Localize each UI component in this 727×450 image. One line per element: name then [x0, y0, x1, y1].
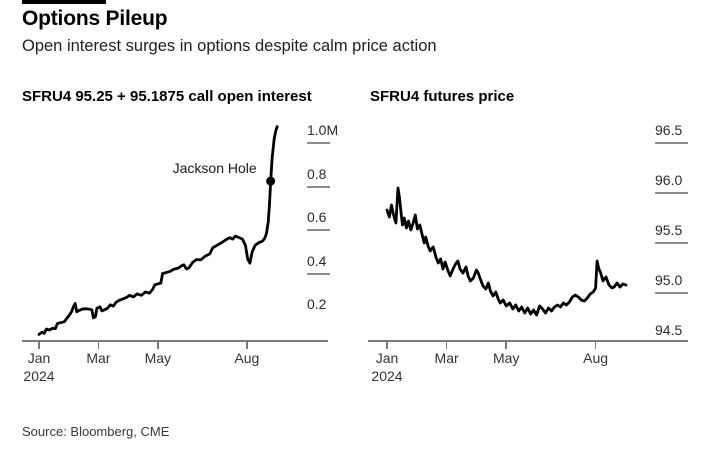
page-subtitle: Open interest surges in options despite … — [22, 37, 437, 55]
futures-price-line — [385, 186, 628, 317]
x-tick-label: Jan — [375, 350, 399, 366]
x-axis-line — [368, 340, 688, 342]
x-tick-mark — [97, 342, 100, 349]
open-interest-chart — [37, 125, 279, 336]
x-tick-mark — [157, 342, 159, 349]
open-interest-line — [37, 125, 279, 336]
top-accent-rule — [22, 0, 106, 4]
y-tick-line — [655, 242, 688, 244]
annotation-marker-dot — [266, 176, 276, 186]
y-tick-label: 1.0M — [307, 122, 339, 138]
x-tick-mark — [386, 342, 388, 349]
x-axis-line — [22, 340, 328, 342]
y-tick-label: 0.6 — [307, 209, 327, 225]
x-tick-mark — [246, 342, 248, 349]
x-tick-mark — [594, 342, 597, 349]
y-tick-label: 0.8 — [307, 165, 327, 182]
page-title: Options Pileup — [22, 7, 168, 30]
futures-price-chart — [385, 186, 628, 317]
x-tick-label: Aug — [234, 350, 260, 366]
y-tick-label: 96.0 — [655, 172, 683, 188]
annotation-label: Jackson Hole — [172, 160, 257, 177]
x-tick-label: May — [492, 350, 520, 366]
y-tick-label: 0.2 — [307, 296, 327, 312]
x-tick-mark — [38, 342, 40, 349]
y-tick-line — [655, 192, 688, 194]
x-tick-sublabel: 2024 — [23, 368, 55, 384]
source-credit: Source: Bloomberg, CME — [22, 424, 170, 439]
y-tick-label: 96.5 — [655, 122, 683, 138]
y-tick-line — [307, 229, 330, 231]
y-tick-label: 0.4 — [307, 252, 327, 269]
y-tick-label: 95.0 — [655, 272, 683, 288]
x-tick-label: May — [144, 350, 172, 366]
y-tick-line — [307, 142, 330, 144]
x-tick-label: Mar — [86, 350, 111, 366]
x-tick-sublabel: 2024 — [371, 368, 403, 384]
right-chart-title: SFRU4 futures price — [370, 88, 515, 105]
y-tick-line — [655, 292, 688, 294]
x-tick-label: Aug — [583, 350, 609, 366]
left-chart-title: SFRU4 95.25 + 95.1875 call open interest — [22, 88, 312, 105]
x-tick-label: Mar — [434, 350, 459, 366]
x-tick-mark — [445, 342, 448, 349]
y-tick-line — [307, 272, 330, 275]
y-tick-line — [655, 142, 688, 144]
y-tick-line — [307, 185, 330, 188]
x-tick-mark — [505, 342, 507, 349]
y-tick-label: 94.5 — [655, 322, 683, 338]
x-tick-label: Jan — [27, 350, 51, 366]
y-tick-label: 95.5 — [655, 222, 683, 238]
